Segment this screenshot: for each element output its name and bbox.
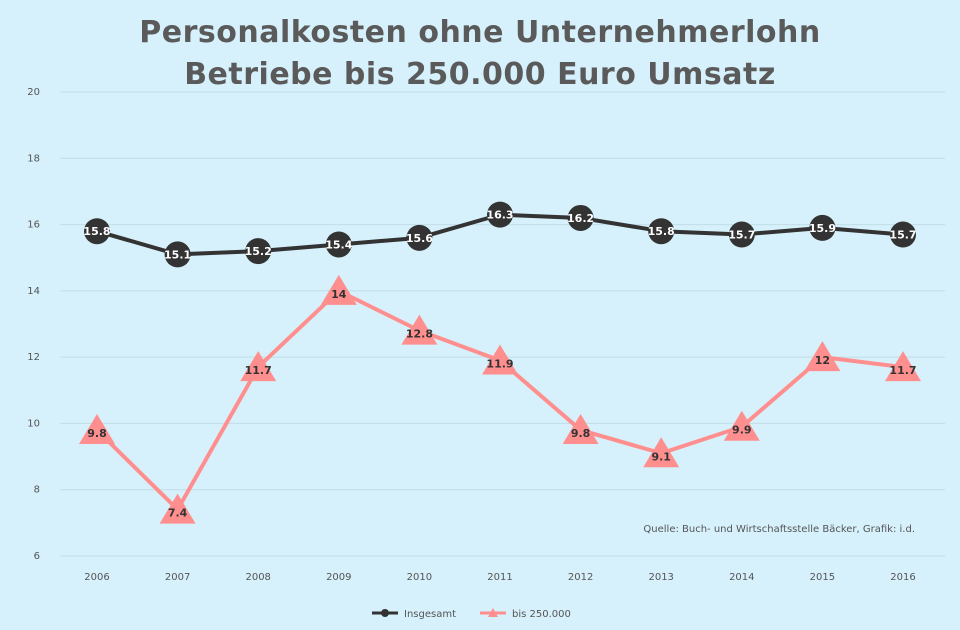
y-tick-label: 18	[27, 153, 40, 164]
y-tick-label: 14	[27, 286, 40, 297]
data-point-circle	[809, 214, 836, 241]
data-point-circle	[164, 241, 191, 268]
data-label: 9.8	[571, 427, 591, 440]
series: 15.8 15.1 15.2 15.4 15.6 16.3 16.2 15.8 15.7 15.9…	[79, 201, 921, 524]
data-point-triangle	[79, 414, 115, 445]
data-point-circle	[325, 231, 352, 258]
y-tick-label: 8	[34, 485, 40, 496]
x-tick-label: 2011	[487, 572, 512, 583]
data-point-triangle	[723, 410, 760, 441]
y-tick-label: 6	[34, 551, 40, 562]
data-label: 15.7	[889, 229, 916, 242]
data-point-circle	[406, 224, 433, 251]
data-point-triangle	[643, 437, 680, 468]
legend: Insgesamt bis 250.000	[372, 608, 571, 620]
x-tick-label: 2006	[84, 572, 109, 583]
data-label: 11.7	[245, 364, 272, 377]
x-tick-label: 2010	[407, 572, 432, 583]
data-point-circle	[890, 221, 916, 248]
series-insgesamt: 15.8 15.1 15.2 15.4 15.6 16.3 16.2 15.8 15.7 15.9…	[83, 201, 917, 268]
data-label: 15.8	[648, 225, 675, 238]
y-tick-label: 10	[27, 418, 40, 429]
data-point-circle	[487, 201, 513, 228]
chart-title-line2: Betriebe bis 250.000 Euro Umsatz	[184, 57, 776, 92]
data-point-triangle	[482, 344, 518, 375]
data-point-circle	[84, 218, 110, 245]
legend-label: Insgesamt	[404, 609, 456, 620]
data-label: 14	[331, 288, 347, 301]
data-label: 15.8	[83, 225, 110, 238]
data-point-triangle	[159, 493, 196, 524]
data-point-triangle	[401, 314, 438, 345]
x-tick-label: 2007	[165, 572, 190, 583]
data-label: 9.8	[87, 427, 107, 440]
data-label: 15.6	[406, 232, 433, 245]
data-point-triangle	[804, 341, 841, 372]
x-tick-label: 2009	[326, 572, 351, 583]
data-point-triangle	[562, 414, 599, 445]
legend-label: bis 250.000	[512, 609, 571, 620]
series-bis-250000: 9.8 7.4 11.7 14 12.8 11.9 9.8 9.1 9.9 12 11.7	[79, 274, 921, 524]
x-tick-label: 2013	[648, 572, 673, 583]
legend-item-insgesamt: Insgesamt	[372, 609, 456, 620]
x-tick-label: 2008	[245, 572, 270, 583]
x-axis-ticks: 2006 2007 2008 2009 2010 2011 2012 2013 2014 2015…	[84, 572, 915, 583]
y-tick-label: 16	[27, 220, 40, 231]
data-point-triangle	[240, 351, 277, 382]
legend-swatch-marker	[381, 609, 389, 617]
data-label: 15.2	[245, 245, 272, 258]
data-label: 15.1	[164, 248, 191, 261]
data-label: 12.8	[406, 328, 433, 341]
x-tick-label: 2015	[810, 572, 835, 583]
data-label: 11.7	[889, 364, 916, 377]
data-label: 15.9	[809, 222, 836, 235]
source-note: Quelle: Buch- und Wirtschaftsstelle Bäck…	[643, 524, 915, 535]
data-label: 12	[815, 354, 830, 367]
chart-title: Personalkosten ohne Unternehmerlohn Betr…	[0, 12, 960, 96]
data-label: 16.3	[486, 209, 513, 222]
data-point-triangle	[885, 351, 921, 382]
x-tick-label: 2012	[568, 572, 593, 583]
data-label: 16.2	[567, 212, 594, 225]
x-tick-label: 2016	[890, 572, 915, 583]
x-tick-label: 2014	[729, 572, 754, 583]
legend-item-bis-250000: bis 250.000	[480, 608, 571, 620]
data-point-circle	[648, 218, 675, 245]
data-label: 7.4	[168, 507, 188, 520]
legend-swatch-marker	[488, 608, 498, 617]
data-point-triangle	[320, 274, 357, 305]
data-label: 9.1	[651, 450, 671, 463]
y-tick-label: 20	[27, 87, 40, 98]
data-label: 11.9	[486, 357, 513, 370]
chart-title-line1: Personalkosten ohne Unternehmerlohn	[139, 15, 821, 50]
y-tick-label: 12	[27, 352, 40, 363]
data-point-circle	[728, 221, 755, 248]
data-label: 15.4	[325, 238, 352, 251]
data-label: 15.7	[728, 229, 755, 242]
series-line	[95, 288, 904, 512]
y-axis-ticks: 20 18 16 14 12 10 8 6	[27, 87, 40, 562]
data-point-circle	[567, 204, 594, 231]
data-label: 9.9	[732, 424, 752, 437]
data-point-circle	[245, 238, 272, 265]
